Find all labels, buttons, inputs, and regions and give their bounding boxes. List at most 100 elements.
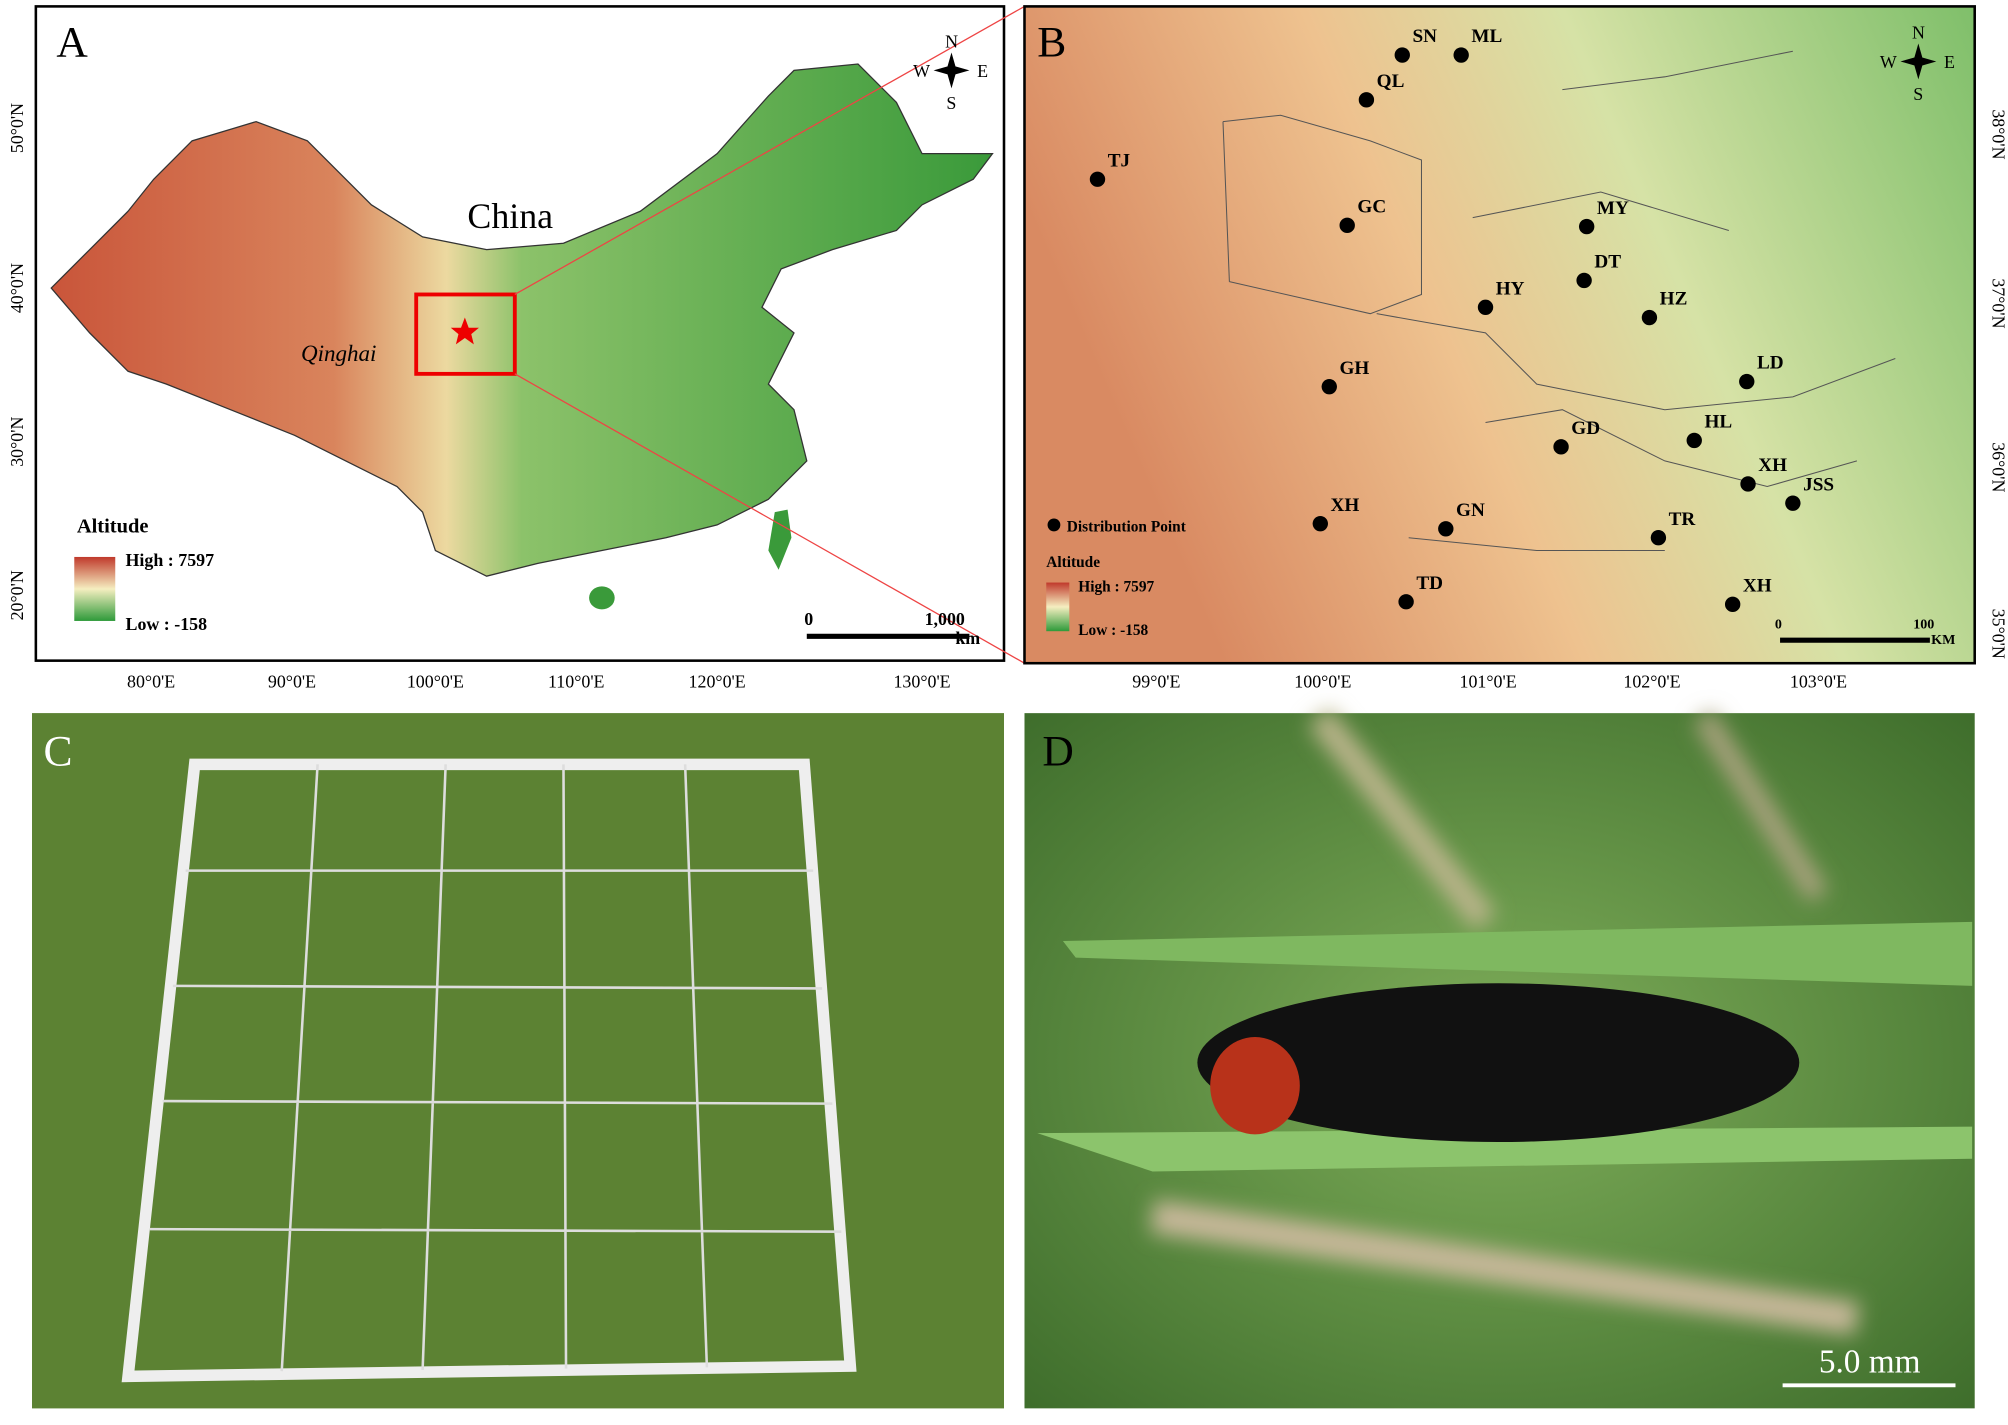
x-axis-label: 110°0'E	[548, 672, 605, 692]
site-label: TD	[1416, 573, 1443, 594]
province-label: Qinghai	[301, 340, 377, 366]
site-label: GH	[1340, 358, 1370, 379]
distribution-point	[1438, 521, 1454, 537]
panel-d	[1024, 708, 1975, 1409]
scale-unit: km	[955, 628, 980, 648]
distribution-point	[1576, 272, 1592, 289]
panel-label: D	[1042, 728, 1073, 776]
quadrat-frame	[121, 758, 857, 1383]
zoom-line	[514, 373, 1025, 664]
panel-label: B	[1037, 18, 1066, 66]
point-legend: Distribution Point	[1067, 518, 1187, 535]
distribution-point	[1453, 47, 1469, 63]
y-axis-label: 50°0'N	[7, 103, 27, 153]
distribution-point	[1394, 47, 1410, 63]
study-area-box	[414, 292, 517, 376]
photo-shade	[32, 713, 1004, 1409]
distribution-point	[1686, 432, 1702, 449]
china-map	[50, 63, 994, 577]
y-axis-label: 20°0'N	[7, 570, 27, 620]
site-label: GC	[1357, 197, 1386, 218]
x-axis-label: 102°0'E	[1623, 672, 1680, 692]
x-axis-label: 99°0'E	[1132, 672, 1180, 692]
scale-label: 5.0 mm	[1819, 1344, 1921, 1381]
site-label: LD	[1757, 353, 1784, 374]
distribution-point	[1321, 378, 1337, 395]
star	[450, 317, 479, 345]
x-axis-label: 90°0'E	[268, 672, 316, 692]
distribution-point	[1358, 92, 1375, 108]
scale-end: 1,000	[925, 609, 965, 629]
site-label: TR	[1669, 509, 1697, 530]
distribution-point	[1477, 299, 1494, 315]
legend-title: Altitude	[1046, 554, 1100, 571]
legend-high: High : 7597	[1078, 579, 1154, 596]
caterpillar-head	[1210, 1037, 1300, 1135]
distribution-point	[1739, 373, 1755, 390]
panel-c	[32, 713, 1004, 1409]
compass-rose	[1900, 43, 1937, 80]
scale-unit: KM	[1931, 632, 1955, 648]
compass-w: W	[1880, 52, 1897, 72]
quadrat-grid	[149, 764, 842, 1372]
y-axis-label: 38°0'N	[1989, 109, 2008, 159]
panel-label: C	[44, 728, 73, 776]
scale-end: 100	[1913, 617, 1934, 633]
panel-b	[1023, 5, 1976, 665]
x-axis-label: 103°0'E	[1790, 672, 1847, 692]
distribution-point	[1398, 594, 1414, 610]
compass-s: S	[1913, 84, 1923, 104]
x-axis-label: 130°0'E	[893, 672, 950, 692]
x-axis-label: 120°0'E	[689, 672, 746, 692]
site-label: GN	[1456, 500, 1485, 521]
grass-blade	[1062, 921, 1973, 986]
compass-s: S	[946, 93, 956, 113]
panel-label: A	[56, 18, 88, 66]
site-label: XH	[1331, 495, 1360, 516]
x-axis-label: 80°0'E	[127, 672, 175, 692]
distribution-point	[1578, 218, 1595, 235]
site-label: HZ	[1660, 289, 1688, 310]
distribution-point	[1089, 171, 1106, 187]
site-label: ML	[1471, 26, 1502, 47]
site-label: XH	[1743, 576, 1772, 597]
compass-e: E	[1944, 52, 1955, 72]
site-label: JSS	[1803, 474, 1834, 495]
legend-low: Low : -158	[1078, 622, 1148, 639]
legend-title: Altitude	[77, 516, 149, 538]
distribution-point	[1339, 217, 1355, 234]
labels: A B C D China Qinghai Altitude High : 7597 Low :…	[7, 18, 2008, 1380]
compass-n: N	[945, 31, 958, 51]
compass-n: N	[1912, 22, 1925, 42]
site-label: MY	[1597, 198, 1629, 219]
scale-start: 0	[804, 609, 813, 629]
distribution-point	[1650, 530, 1667, 546]
panel-frame	[1023, 5, 1976, 665]
y-axis-label: 40°0'N	[7, 263, 27, 313]
y-axis-label: 36°0'N	[1989, 442, 2008, 492]
taiwan	[768, 509, 792, 570]
grass-blade	[1037, 1126, 1973, 1172]
panel-a	[34, 5, 1025, 664]
distribution-point	[1724, 596, 1741, 612]
distribution-point	[1553, 439, 1569, 455]
legend-ramp	[1046, 582, 1070, 632]
site-label: GD	[1571, 418, 1600, 439]
x-axis-label: 100°0'E	[1294, 672, 1351, 692]
x-axis-label: 101°0'E	[1459, 672, 1516, 692]
y-axis-label: 37°0'N	[1989, 278, 2008, 328]
site-label: XH	[1758, 455, 1787, 476]
legend-point	[1047, 518, 1061, 532]
blurred-stems	[1150, 708, 1860, 1336]
scale-start: 0	[1775, 617, 1782, 633]
y-axis-label: 35°0'N	[1989, 609, 2008, 659]
site-label: DT	[1594, 252, 1621, 273]
distribution-point	[1312, 515, 1328, 532]
distribution-point	[1785, 495, 1801, 511]
site-label: QL	[1377, 71, 1405, 92]
site-label: HY	[1496, 278, 1525, 299]
distribution-point	[1641, 309, 1658, 326]
x-axis-label: 100°0'E	[407, 672, 464, 692]
y-axis-label: 30°0'N	[7, 417, 27, 467]
